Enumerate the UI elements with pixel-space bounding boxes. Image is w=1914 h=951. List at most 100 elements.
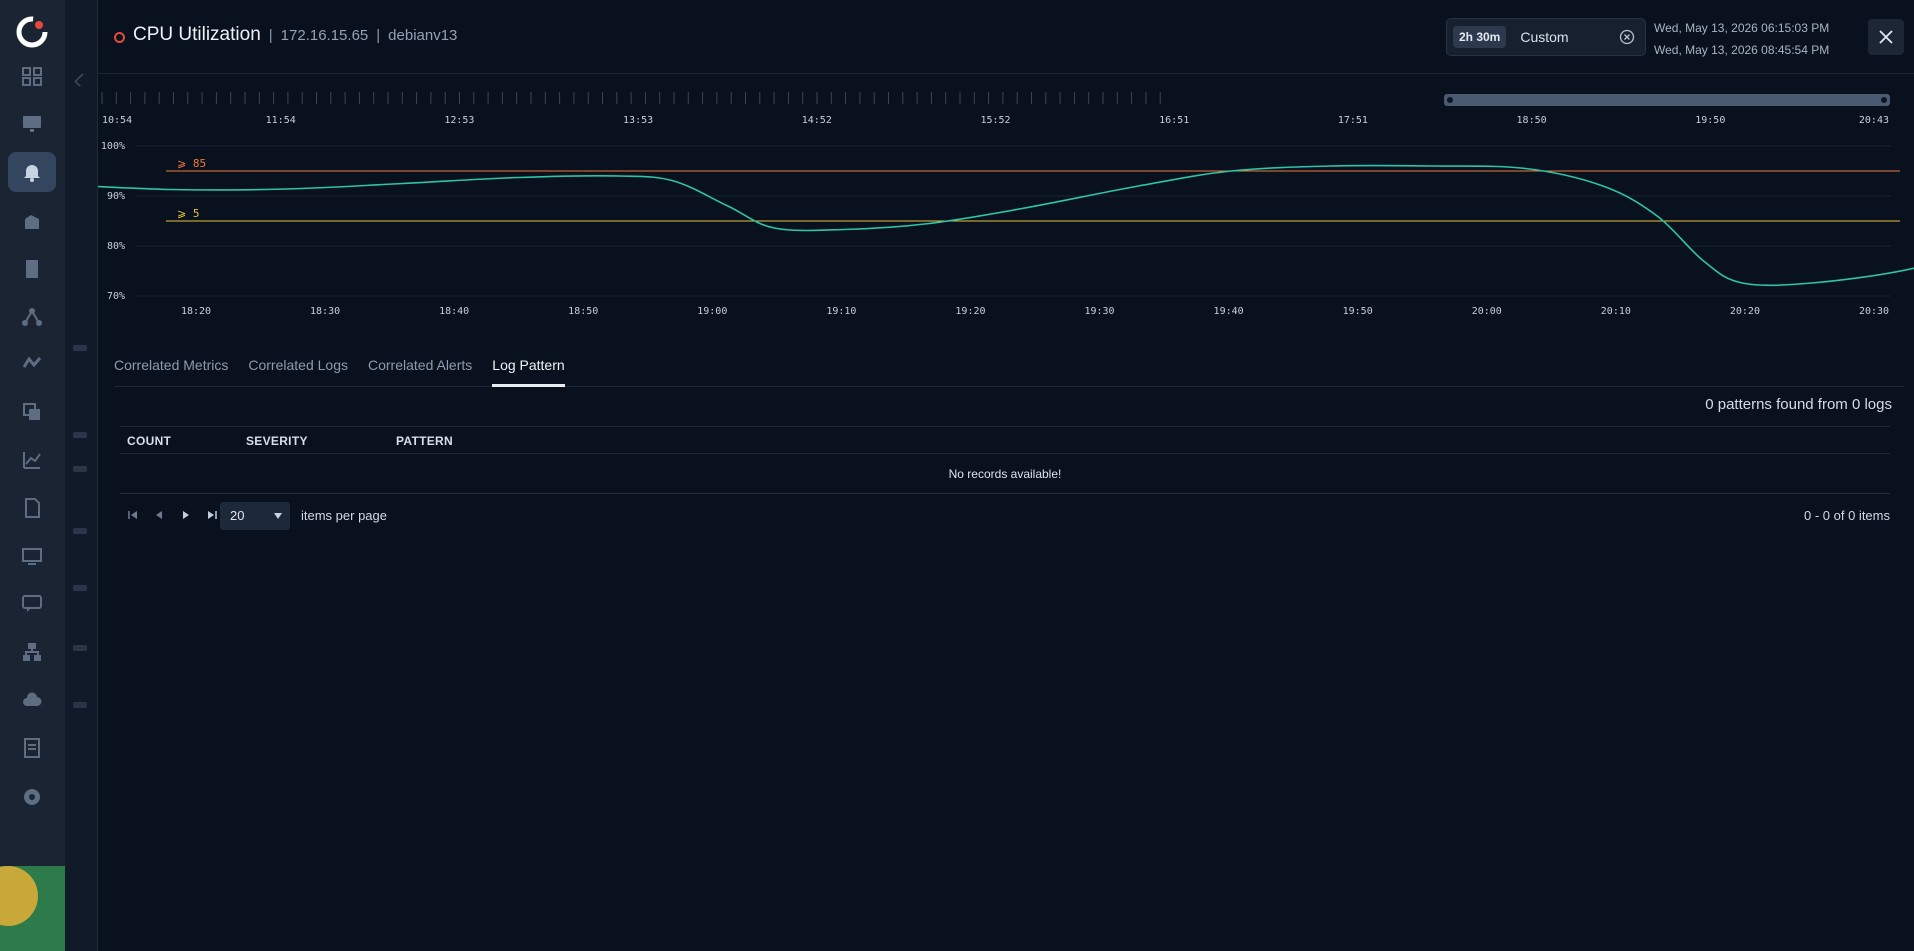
items-count: 0 - 0 of 0 items [1804, 508, 1890, 523]
background-panel [65, 0, 97, 951]
y-tick-label: 80% [107, 241, 125, 252]
clear-range-icon[interactable] [1619, 29, 1635, 45]
threshold-label: ⩾ 85 [177, 157, 206, 170]
timeline-tick-label: 17:51 [1338, 115, 1368, 126]
timeline-tick-label: 12:53 [444, 115, 474, 126]
screen-icon[interactable] [20, 544, 44, 568]
x-tick-label: 18:20 [181, 306, 211, 317]
table-header: COUNT SEVERITY PATTERN [120, 426, 1890, 454]
page-size-select[interactable]: 20 [220, 502, 290, 530]
settings-icon[interactable] [20, 785, 44, 809]
timeline-tick-label: 10:54 [102, 115, 132, 126]
timeline-tick-label: 14:52 [802, 115, 832, 126]
x-tick-label: 18:30 [310, 306, 340, 317]
chevron-left-icon [73, 72, 89, 88]
x-tick-label: 19:20 [955, 306, 985, 317]
user-avatar[interactable] [0, 866, 65, 951]
dashboard-grid-icon[interactable] [20, 64, 44, 88]
column-header-pattern[interactable]: PATTERN [396, 434, 453, 448]
x-tick-label: 19:50 [1343, 306, 1373, 317]
background-fragment [73, 432, 87, 438]
column-header-count[interactable]: COUNT [127, 434, 172, 448]
page-size-value: 20 [230, 508, 245, 523]
background-fragment [73, 702, 87, 708]
x-tick-label: 20:00 [1472, 306, 1502, 317]
timeline-tick-label: 19:50 [1695, 115, 1725, 126]
network-icon[interactable] [20, 352, 44, 376]
threshold-label: ⩾ 5 [177, 207, 199, 220]
tab-correlated-logs[interactable]: Correlated Logs [248, 357, 348, 373]
org-chart-icon[interactable] [20, 640, 44, 664]
previous-page-icon[interactable] [152, 508, 166, 522]
log-pattern-table: COUNT SEVERITY PATTERN No records availa… [120, 426, 1890, 494]
background-fragment [73, 528, 87, 534]
timeline-tick-label: 15:52 [980, 115, 1010, 126]
host-name: debianv13 [388, 26, 458, 44]
background-fragment [73, 345, 87, 351]
timeline-handle-left [1447, 97, 1453, 103]
timeline-tick-label: 16:51 [1159, 115, 1189, 126]
column-header-severity[interactable]: SEVERITY [246, 434, 308, 448]
first-page-icon[interactable] [126, 508, 140, 522]
chevron-down-icon [274, 513, 282, 519]
cloud-icon[interactable] [20, 688, 44, 712]
items-per-page-label: items per page [301, 508, 387, 523]
metric-detail-modal: CPU Utilization | 172.16.15.65 | debianv… [97, 0, 1914, 951]
chat-icon[interactable] [20, 592, 44, 616]
title-separator: | [268, 26, 273, 44]
background-fragment [73, 585, 87, 591]
page-title: CPU Utilization [133, 24, 261, 45]
tab-log-pattern[interactable]: Log Pattern [492, 355, 565, 387]
x-tick-label: 20:30 [1859, 306, 1889, 317]
x-tick-label: 19:40 [1214, 306, 1244, 317]
monitor-icon[interactable] [20, 112, 44, 136]
x-tick-label: 19:30 [1084, 306, 1114, 317]
time-range-picker[interactable]: 2h 30m Custom [1446, 18, 1646, 56]
document-icon[interactable] [20, 257, 44, 281]
cpu-series-line [98, 164, 1914, 287]
timeline-tick-label: 13:53 [623, 115, 653, 126]
y-tick-label: 100% [101, 141, 125, 152]
timeline-tick-label: 11:54 [266, 115, 296, 126]
timeline-selection-window [1444, 94, 1890, 106]
timeline-tick-label: 20:43 [1859, 115, 1889, 126]
background-fragment [73, 645, 87, 651]
x-tick-label: 20:10 [1601, 306, 1631, 317]
metrics-icon[interactable] [20, 210, 44, 234]
y-tick-label: 90% [107, 191, 125, 202]
title-group: CPU Utilization | 172.16.15.65 | debianv… [114, 24, 457, 46]
report-icon[interactable] [20, 496, 44, 520]
range-label: Custom [1520, 29, 1569, 45]
close-icon [1879, 30, 1893, 44]
pattern-summary: 0 patterns found from 0 logs [1705, 396, 1892, 413]
cpu-utilization-chart[interactable]: 10:54 11:54 12:53 13:53 14:52 15:52 16:51 17:51… [98, 82, 1914, 322]
background-fragment [73, 466, 87, 472]
x-tick-label: 18:40 [439, 306, 469, 317]
close-button[interactable] [1868, 19, 1904, 55]
status-indicator-icon [114, 31, 125, 43]
brand-logo-icon[interactable] [14, 14, 50, 50]
x-tick-label: 20:20 [1730, 306, 1760, 317]
x-tick-label: 19:10 [826, 306, 856, 317]
range-end-time: Wed, May 13, 2026 08:45:54 PM [1654, 43, 1830, 57]
last-page-icon[interactable] [205, 508, 219, 522]
file-icon[interactable] [20, 736, 44, 760]
next-page-icon[interactable] [179, 508, 193, 522]
title-separator: | [376, 26, 381, 44]
x-tick-label: 19:00 [697, 306, 727, 317]
range-duration-badge: 2h 30m [1453, 26, 1507, 48]
nav-rail [0, 0, 65, 951]
tab-correlated-metrics[interactable]: Correlated Metrics [114, 357, 229, 373]
range-start-time: Wed, May 13, 2026 06:15:03 PM [1654, 21, 1830, 35]
y-tick-label: 70% [107, 291, 125, 302]
x-tick-label: 18:50 [568, 306, 598, 317]
copy-icon[interactable] [20, 400, 44, 424]
range-dates: Wed, May 13, 2026 06:15:03 PM Wed, May 1… [1654, 17, 1829, 61]
host-ip: 172.16.15.65 [280, 26, 369, 44]
topology-icon[interactable] [20, 305, 44, 329]
tab-bar: Correlated Metrics Correlated Logs Corre… [114, 355, 1904, 387]
tab-correlated-alerts[interactable]: Correlated Alerts [368, 357, 473, 373]
alert-bell-icon[interactable] [8, 152, 56, 192]
trend-icon[interactable] [20, 448, 44, 472]
